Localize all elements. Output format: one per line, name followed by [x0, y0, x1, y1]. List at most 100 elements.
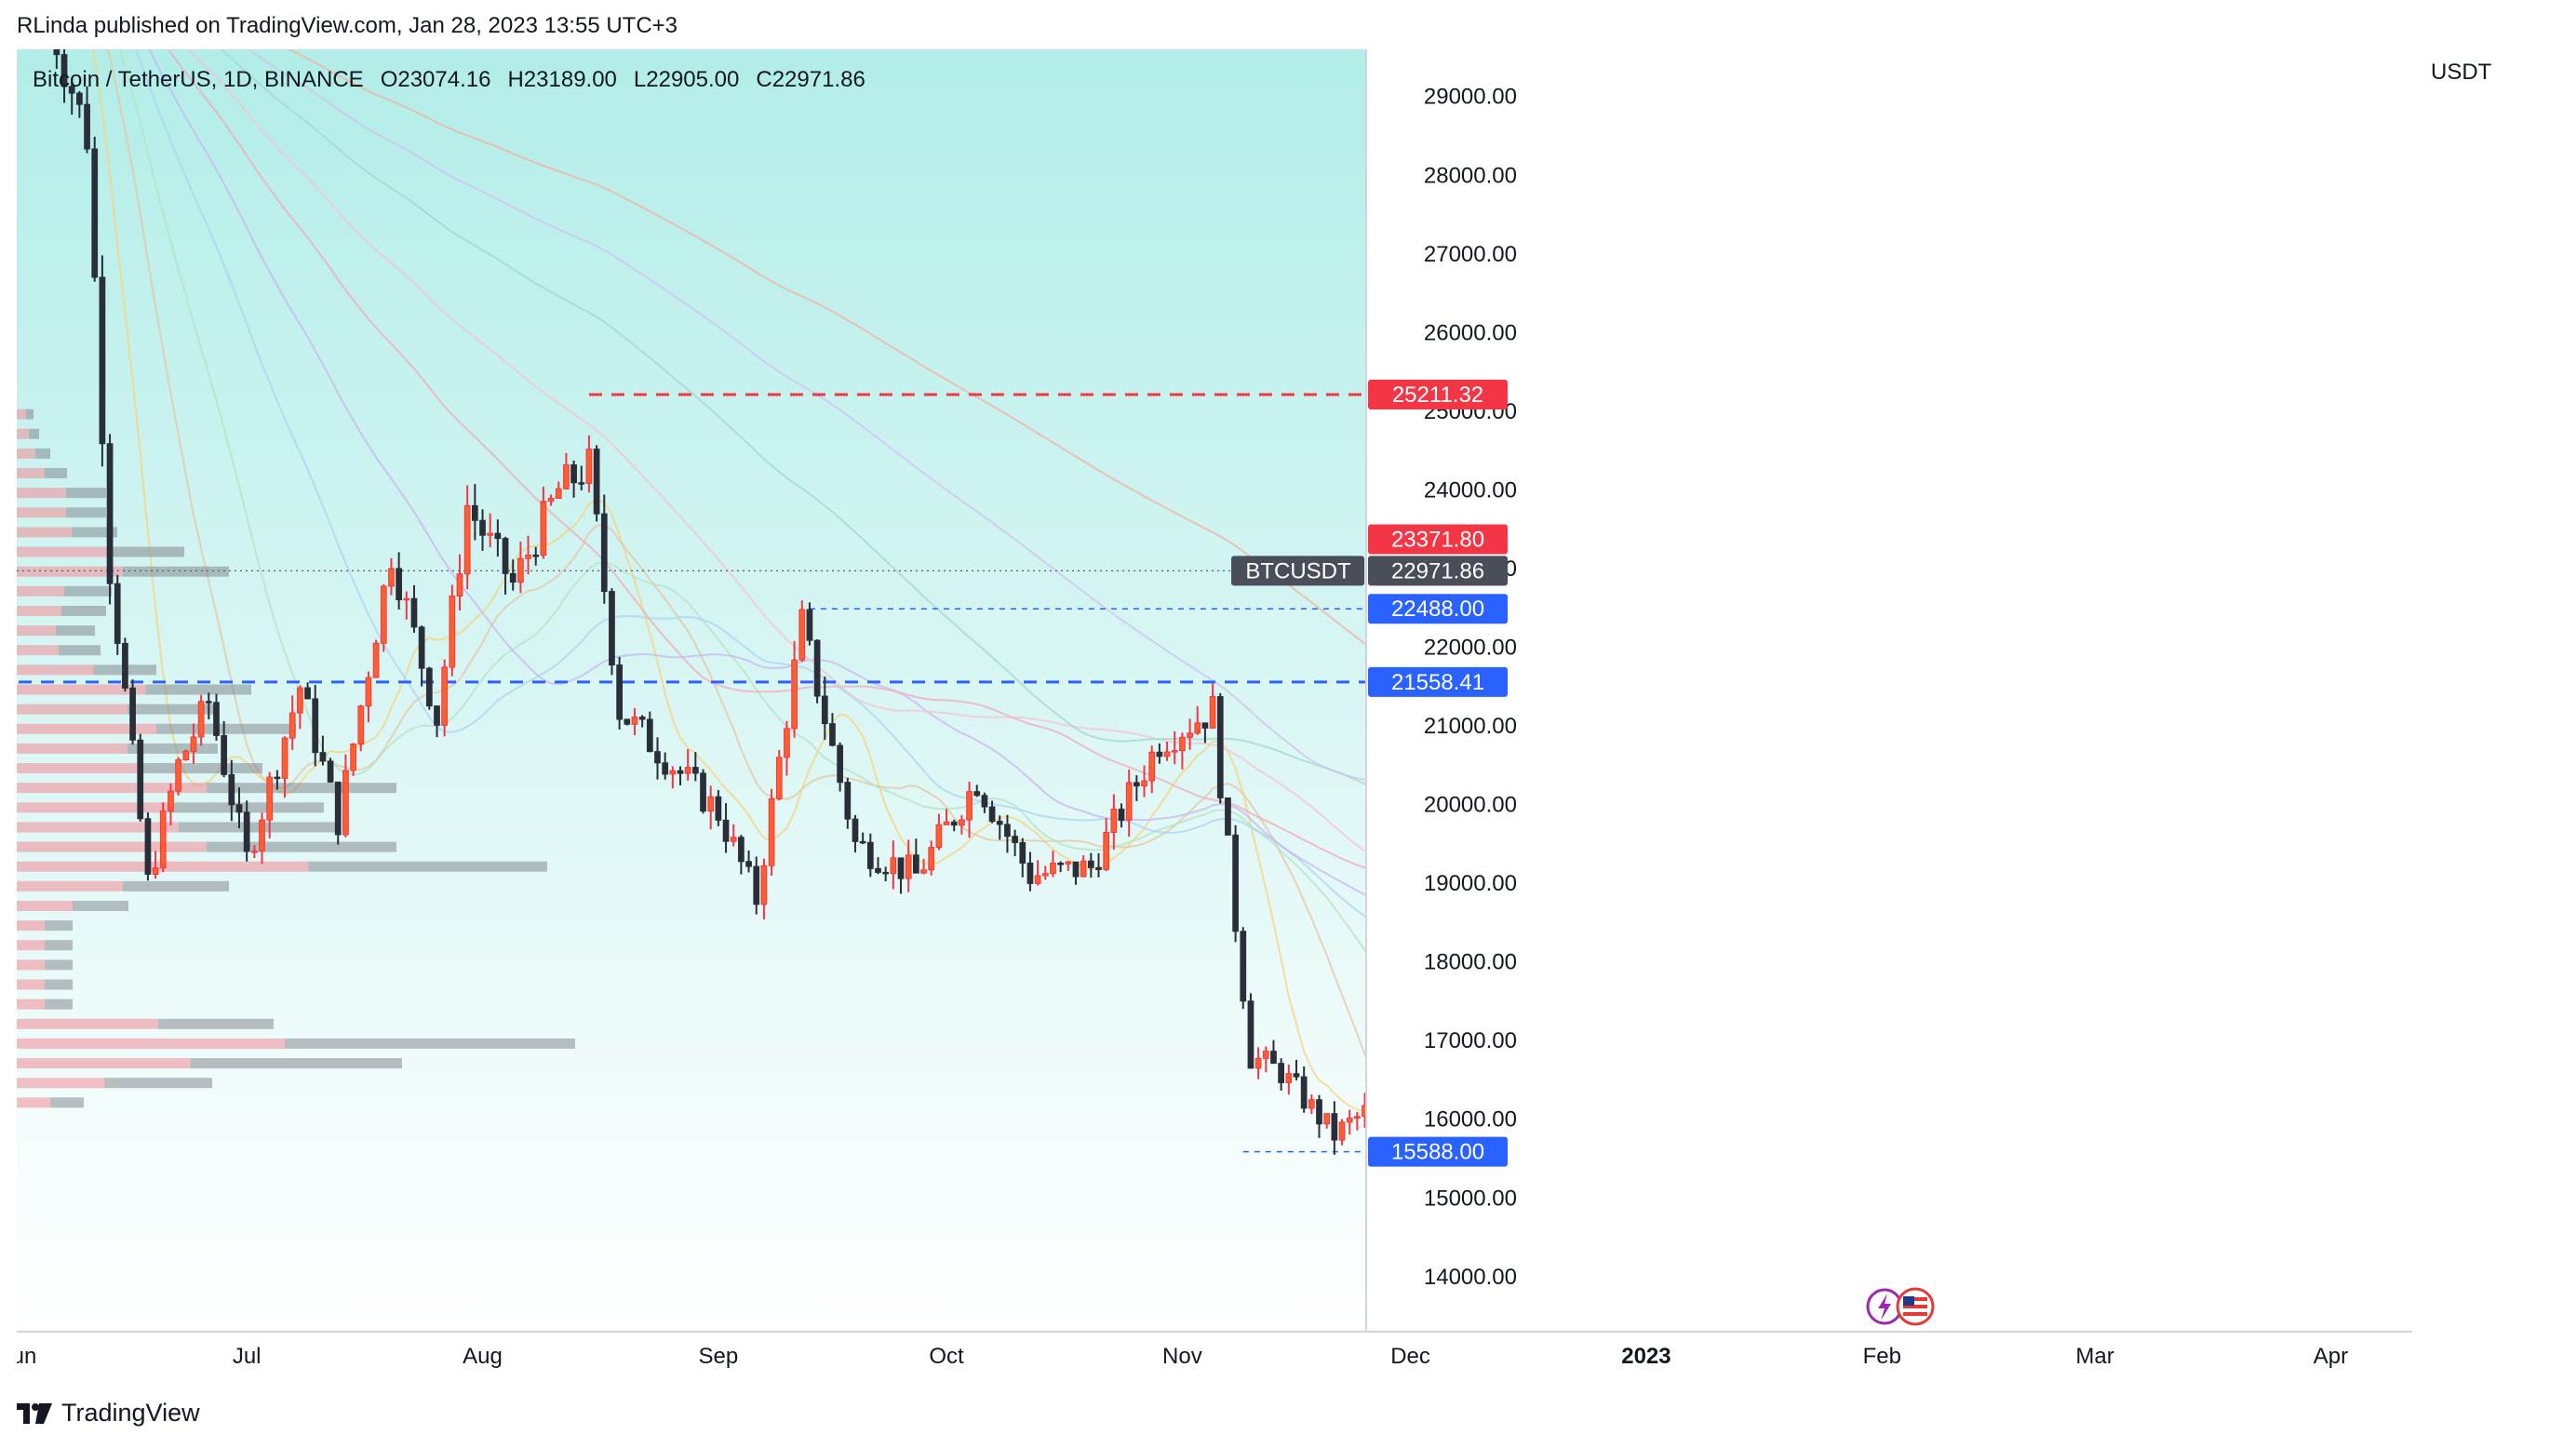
- candle: [1308, 1094, 1315, 1115]
- volume-profile-up-bar: [17, 704, 127, 715]
- price-tag: [1368, 1136, 1508, 1167]
- candle: [707, 785, 715, 830]
- candle-body: [1247, 1000, 1254, 1069]
- candle: [479, 509, 486, 551]
- price-tag: [1368, 380, 1508, 410]
- candle: [966, 781, 973, 838]
- candle: [76, 90, 83, 118]
- candle-body: [753, 865, 760, 905]
- candle-body: [1156, 751, 1163, 758]
- volume-profile-down-bar: [44, 468, 67, 479]
- volume-profile-down-bar: [127, 743, 218, 754]
- price-tag-label: 22488.00: [1391, 597, 1484, 622]
- candle-body: [654, 751, 661, 764]
- candle-body: [616, 664, 623, 720]
- candle-body: [837, 744, 843, 784]
- volume-profile-down-bar: [104, 1078, 212, 1089]
- candle-body: [53, 49, 60, 56]
- candle-body: [928, 847, 935, 871]
- candle: [791, 640, 798, 738]
- candle: [768, 788, 775, 876]
- candle: [388, 557, 395, 596]
- candle: [532, 546, 540, 566]
- symbol-name[interactable]: Bitcoin / TetherUS, 1D, BINANCE: [33, 67, 364, 92]
- time-tick-label: Jul: [233, 1344, 262, 1369]
- price-axis-unit[interactable]: USDT: [2431, 60, 2492, 85]
- candle-body: [1072, 861, 1080, 878]
- candle: [890, 840, 897, 890]
- candle: [228, 759, 235, 822]
- candle: [259, 812, 265, 865]
- candle-body: [297, 687, 303, 714]
- price-tick-label: 28000.00: [1424, 163, 1517, 188]
- candle-body: [99, 276, 106, 445]
- symbol-legend[interactable]: Bitcoin / TetherUS, 1D, BINANCE O23074.16…: [33, 67, 882, 93]
- candle-body: [259, 819, 265, 852]
- candle-body: [1262, 1051, 1269, 1059]
- candle: [342, 754, 349, 838]
- volume-profile-down-bar: [127, 704, 218, 715]
- candle-body: [1080, 860, 1087, 878]
- candle: [700, 769, 706, 814]
- price-tag-label: 25211.32: [1392, 382, 1483, 408]
- candle-body: [1134, 782, 1140, 787]
- candle-body: [1209, 696, 1216, 729]
- publisher-line: RLinda published on TradingView.com, Jan…: [17, 13, 678, 38]
- volume-profile-down-bar: [29, 428, 39, 439]
- candle: [1240, 927, 1247, 1010]
- candle-body: [197, 701, 205, 738]
- volume-profile-up-bar: [17, 625, 56, 637]
- candle-body: [669, 770, 677, 775]
- volume-profile-down-bar: [65, 507, 106, 518]
- candle: [357, 704, 365, 752]
- candle: [137, 733, 144, 822]
- price-tick-label: 20000.00: [1424, 793, 1517, 818]
- candle: [1041, 865, 1049, 880]
- volume-profile-up-bar: [17, 468, 45, 479]
- candle: [1293, 1059, 1300, 1080]
- candle-body: [875, 867, 881, 873]
- chart-area[interactable]: 14000.00 15000.00 16000.00 17000.00 18000.00…: [17, 49, 2412, 1382]
- candle: [973, 784, 981, 798]
- candle: [1216, 692, 1224, 804]
- candle-body: [859, 840, 866, 844]
- volume-profile-up-bar: [17, 507, 66, 518]
- candle: [1316, 1094, 1322, 1138]
- candle: [471, 484, 478, 541]
- candle: [372, 639, 380, 678]
- volume-profile-up-bar: [17, 723, 156, 734]
- time-tick-label: Apr: [2314, 1344, 2348, 1369]
- volume-profile-down-bar: [34, 448, 50, 459]
- candle-body: [1338, 1121, 1346, 1141]
- event-icons[interactable]: [1866, 1287, 1935, 1326]
- candle: [418, 625, 425, 687]
- candle-body: [1300, 1076, 1308, 1109]
- symbol-tag-label: BTCUSDT: [1245, 558, 1351, 583]
- candle-body: [935, 824, 943, 849]
- candle-body: [327, 760, 334, 783]
- candle: [152, 851, 159, 879]
- candle: [1331, 1101, 1338, 1155]
- candle: [243, 800, 250, 862]
- candle: [875, 857, 881, 875]
- candle-body: [920, 869, 927, 874]
- volume-profile-up-bar: [17, 527, 73, 538]
- volume-profile-up-bar: [17, 920, 45, 932]
- candle-body: [380, 585, 387, 644]
- candle-body: [912, 854, 919, 874]
- candle: [1118, 803, 1125, 828]
- volume-profile-up-bar: [17, 428, 30, 439]
- candle-body: [1171, 750, 1178, 753]
- volume-profile-up-bar: [17, 448, 35, 459]
- candle-body: [304, 687, 311, 700]
- candle: [616, 656, 623, 730]
- candle-body: [159, 811, 167, 869]
- tradingview-logo[interactable]: TradingView: [17, 1399, 200, 1428]
- candle-body: [813, 639, 821, 697]
- price-chart[interactable]: 14000.00 15000.00 16000.00 17000.00 18000.00…: [17, 49, 2412, 1382]
- candle: [859, 832, 866, 845]
- candle-body: [334, 781, 342, 836]
- candle-body: [357, 705, 365, 745]
- candle-body: [578, 482, 585, 485]
- candle-body: [281, 737, 288, 779]
